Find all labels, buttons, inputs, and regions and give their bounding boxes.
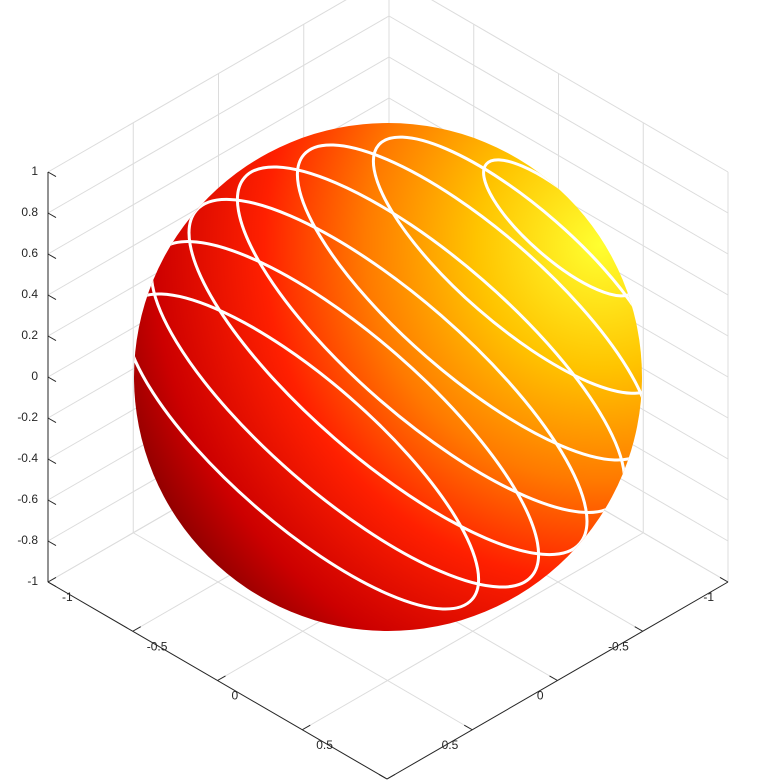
- z-tick-label: -1: [27, 574, 38, 588]
- grid-line: [47, 15, 390, 214]
- z-tick-label: 0: [31, 369, 38, 383]
- z-tick-mark: [47, 253, 57, 260]
- grid-line: [388, 15, 729, 214]
- x-tick-label: -1: [703, 590, 714, 604]
- x-tick-mark: [378, 773, 388, 780]
- grid-line: [47, 56, 390, 255]
- y-tick-label: -1: [62, 590, 73, 604]
- axes: [47, 171, 729, 780]
- contour-line: [187, 197, 589, 557]
- z-tick-label: -0.6: [17, 492, 38, 506]
- grid-line: [388, 56, 729, 255]
- grid-line: [301, 532, 644, 731]
- grid-line: [431, 0, 729, 173]
- y-tick-label: -0.5: [147, 639, 168, 653]
- z-tick-label: 1: [31, 164, 38, 178]
- x-tick-label: 0: [537, 689, 544, 703]
- z-tick-mark: [47, 294, 57, 301]
- z-tick-label: 0.8: [21, 205, 38, 219]
- z-tick-mark: [47, 171, 57, 178]
- z-tick-mark: [47, 335, 57, 342]
- z-tick-mark: [47, 417, 57, 424]
- grid-line: [47, 0, 347, 173]
- z-tick-label: -0.4: [17, 451, 38, 465]
- y-tick-label: 0.5: [316, 738, 333, 752]
- z-tick-mark: [47, 540, 57, 547]
- z-tick-label: 0.6: [21, 246, 38, 260]
- z-tick-label: 0.2: [21, 328, 38, 342]
- x-tick-mark: [549, 675, 558, 681]
- sphere-surface: [134, 123, 642, 631]
- y-tick-mark: [302, 724, 311, 731]
- x-tick-label: -0.5: [608, 639, 629, 653]
- z-tick-label: -0.2: [17, 410, 38, 424]
- z-tick-mark: [47, 499, 57, 506]
- z-tick-mark: [47, 212, 57, 219]
- y-tick-mark: [132, 626, 141, 632]
- tick-labels: 1 0.8 0.6 0.4 0.2 0 -0.2 -0.4 -0.6 -0.8 -1 -1 -0.5 0 0…: [17, 164, 714, 752]
- z-tick-label: 0.4: [21, 287, 38, 301]
- x-tick-label: 0.5: [442, 738, 459, 752]
- contour-line: [134, 292, 481, 611]
- contour-line: [295, 143, 642, 462]
- contour-line: [371, 135, 642, 395]
- y-tick-mark: [217, 675, 226, 681]
- x-tick-mark: [719, 576, 729, 583]
- z-tick-label: -0.8: [17, 533, 38, 547]
- x-tick-mark: [634, 626, 643, 632]
- y-tick-mark: [386, 773, 396, 780]
- z-tick-mark: [47, 376, 57, 383]
- y-tick-label: 0: [232, 689, 239, 703]
- x-tick-mark: [464, 724, 473, 731]
- z-tick-mark: [47, 581, 57, 588]
- z-tick-mark: [47, 458, 57, 465]
- y-tick-mark: [47, 576, 57, 583]
